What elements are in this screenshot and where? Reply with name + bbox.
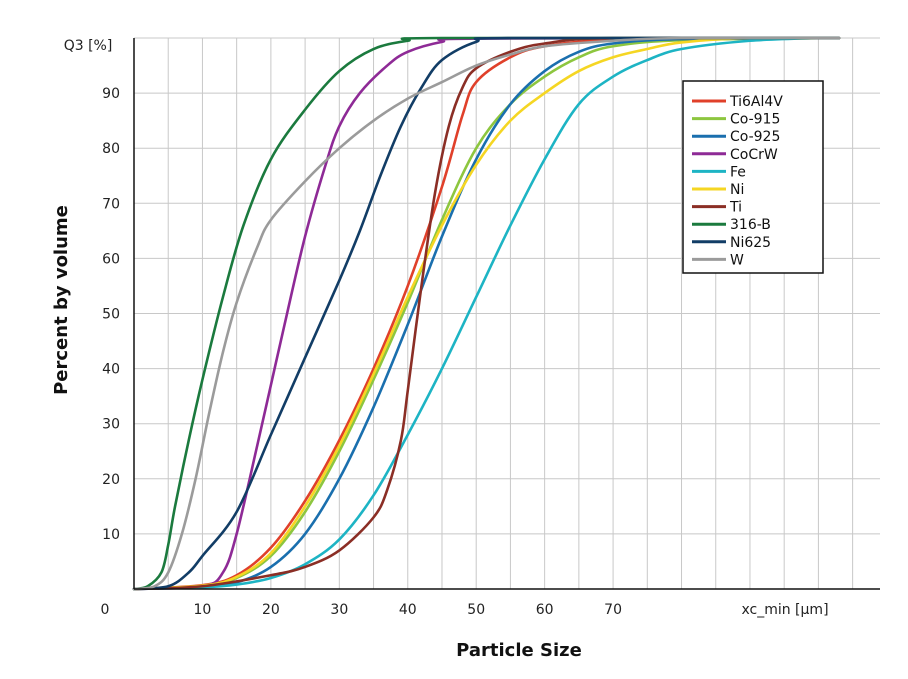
x-tick-label: 40: [399, 602, 417, 618]
series-line-co-925: [132, 36, 841, 591]
legend-label-ni: Ni: [730, 182, 744, 198]
legend-label-co-915: Co-915: [730, 112, 780, 128]
y-tick-label: 50: [102, 307, 120, 323]
y-tick-label: 80: [102, 141, 120, 157]
x-tick-label: 30: [330, 602, 348, 618]
x-unit-label: xc_min [µm]: [741, 602, 828, 618]
x-tick-label: 20: [262, 602, 280, 618]
y-tick-label: 90: [102, 86, 120, 102]
legend-label-316-b: 316-B: [730, 217, 771, 233]
y-axis-title: Percent by volume: [51, 205, 72, 395]
legend-label-ti6al4v: Ti6Al4V: [729, 94, 783, 110]
x-tick-label: 70: [604, 602, 622, 618]
x-tick-label: 10: [194, 602, 212, 618]
series-line-316-b: [132, 36, 841, 591]
legend-label-cocrw: CoCrW: [730, 147, 778, 163]
x-origin-label: 0: [101, 602, 110, 618]
y-tick-label: 70: [102, 196, 120, 212]
legend-label-fe: Fe: [730, 164, 746, 180]
x-tick-label: 50: [467, 602, 485, 618]
series-line-fe: [132, 36, 841, 591]
y-tick-label: 20: [102, 472, 120, 488]
tick-labels: 10 20 30 40 50 60 70 10 20 30 40 50 60 70 80 90: [102, 86, 622, 618]
series-line-ni: [132, 36, 841, 591]
series-line-ti: [132, 36, 841, 591]
y-tick-label: 30: [102, 417, 120, 433]
legend-label-co-925: Co-925: [730, 129, 780, 145]
y-tick-label: 10: [102, 527, 120, 543]
y-tick-label: 60: [102, 251, 120, 267]
series-line-cocrw: [132, 36, 841, 591]
legend-label-ti: Ti: [729, 200, 742, 216]
x-tick-label: 60: [536, 602, 554, 618]
x-axis-title: Particle Size: [456, 640, 582, 661]
legend-label-ni625: Ni625: [730, 235, 771, 251]
y-unit-label: Q3 [%]: [64, 38, 113, 54]
axes: [133, 38, 880, 590]
series-lines: [132, 36, 841, 591]
series-line-ni625: [132, 36, 841, 591]
series-line-w: [132, 36, 841, 591]
y-tick-label: 40: [102, 362, 120, 378]
legend-label-w: W: [730, 252, 744, 268]
